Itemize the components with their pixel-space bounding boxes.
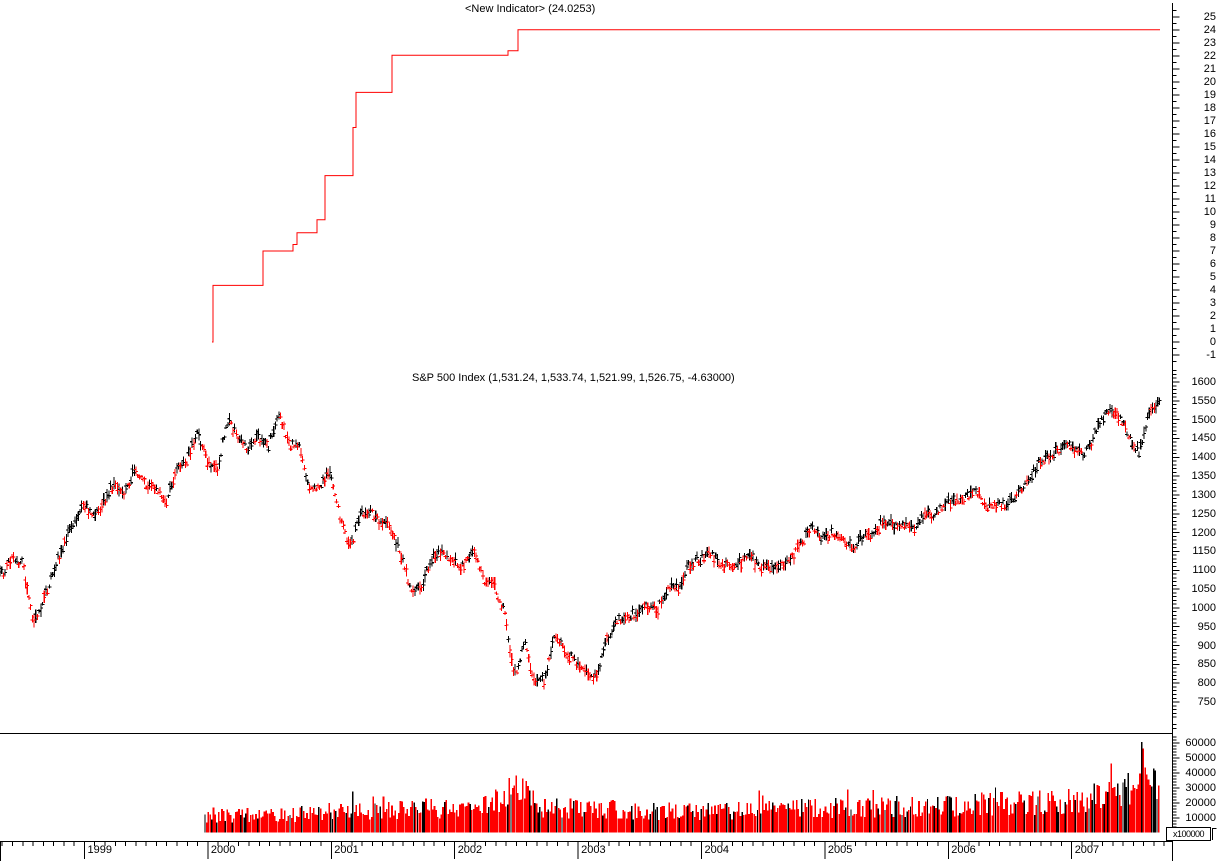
volume-multiplier-badge: x100000	[1166, 827, 1211, 841]
axes	[0, 3, 1217, 861]
indicator-step-line[interactable]	[212, 29, 1160, 343]
volume-bars[interactable]	[204, 742, 1160, 833]
price-title[interactable]: S&P 500 Index (1,531.24, 1,533.74, 1,521…	[412, 372, 735, 384]
indicator-title[interactable]: <New Indicator> (24.0253)	[465, 3, 596, 15]
price-ohlc-bars[interactable]	[0, 396, 1162, 690]
